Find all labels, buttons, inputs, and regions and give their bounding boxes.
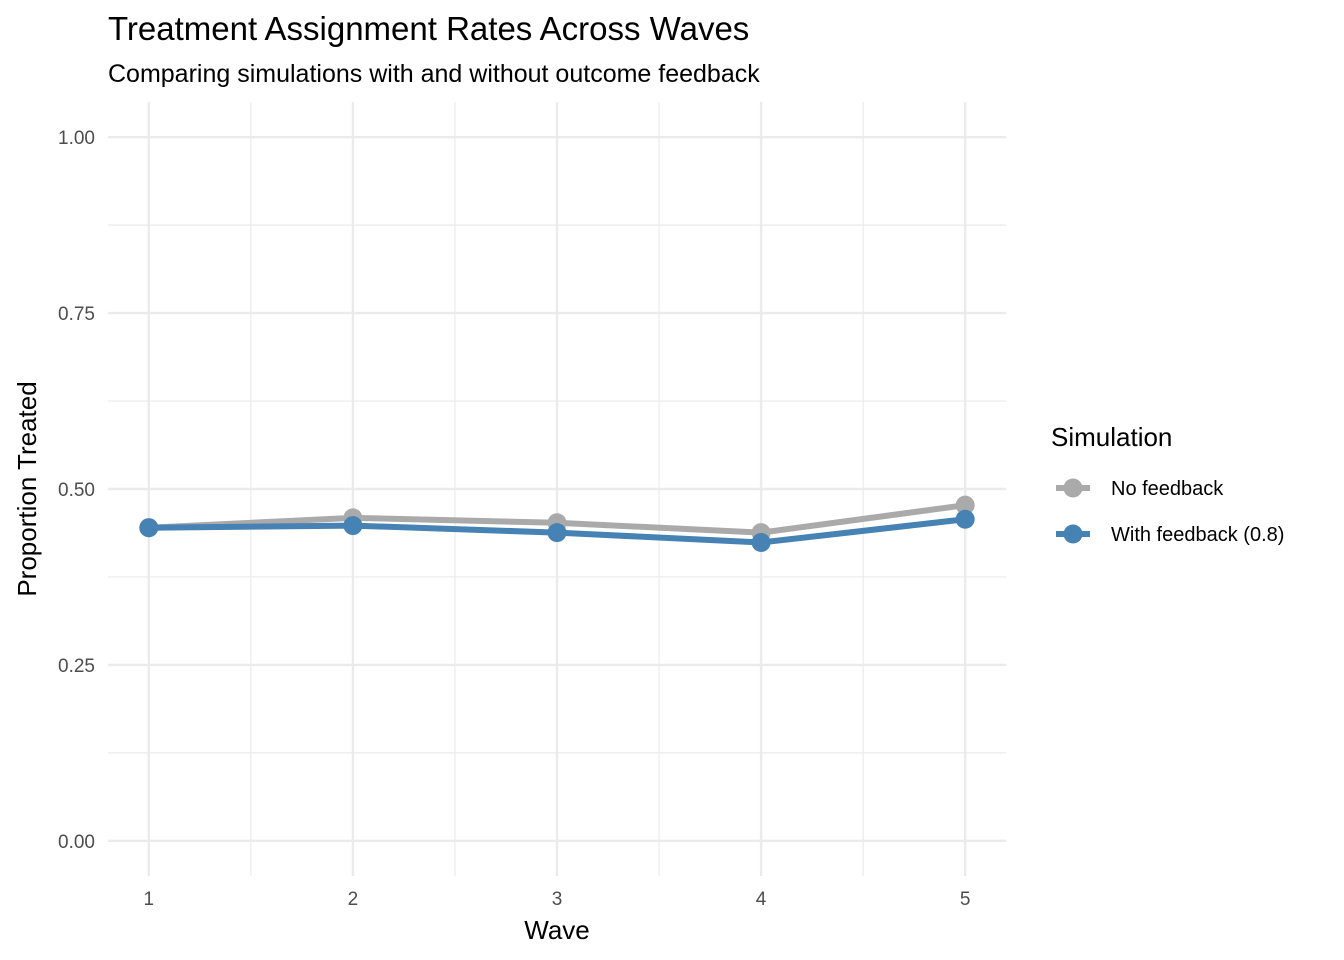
axis-ticks: 0.00 0.25 0.50 0.75 1.00 1 2 3 4 5 [58, 128, 970, 910]
x-axis-title: Wave [524, 915, 590, 945]
series-with-feedback [139, 509, 975, 552]
chart-title: Treatment Assignment Rates Across Waves [108, 10, 749, 47]
y-tick-label: 0.00 [58, 832, 95, 853]
data-point [547, 523, 567, 543]
data-point [343, 516, 363, 536]
grid [108, 102, 1006, 876]
x-tick-label: 3 [552, 889, 563, 910]
legend: Simulation No feedback With feedback (0.8… [1051, 422, 1284, 546]
y-axis-title: Proportion Treated [12, 381, 42, 596]
data-point [751, 532, 771, 552]
data-point [955, 509, 975, 529]
y-tick-label: 0.25 [58, 656, 95, 677]
y-tick-label: 0.50 [58, 480, 95, 501]
x-tick-label: 5 [960, 889, 971, 910]
legend-label: With feedback (0.8) [1111, 524, 1284, 546]
legend-title: Simulation [1051, 422, 1172, 452]
chart-subtitle: Comparing simulations with and without o… [108, 60, 760, 88]
y-tick-label: 1.00 [58, 128, 95, 149]
y-tick-label: 0.75 [58, 304, 95, 325]
x-tick-label: 4 [756, 889, 767, 910]
legend-item: With feedback (0.8) [1056, 524, 1284, 546]
x-tick-label: 1 [144, 889, 155, 910]
x-tick-label: 2 [348, 889, 359, 910]
legend-label: No feedback [1111, 478, 1224, 500]
legend-key-point [1063, 478, 1083, 498]
data-point [955, 495, 975, 515]
series-layer [139, 495, 975, 552]
legend-key-point [1063, 524, 1083, 544]
data-point [139, 518, 159, 538]
legend-item: No feedback [1056, 478, 1224, 500]
